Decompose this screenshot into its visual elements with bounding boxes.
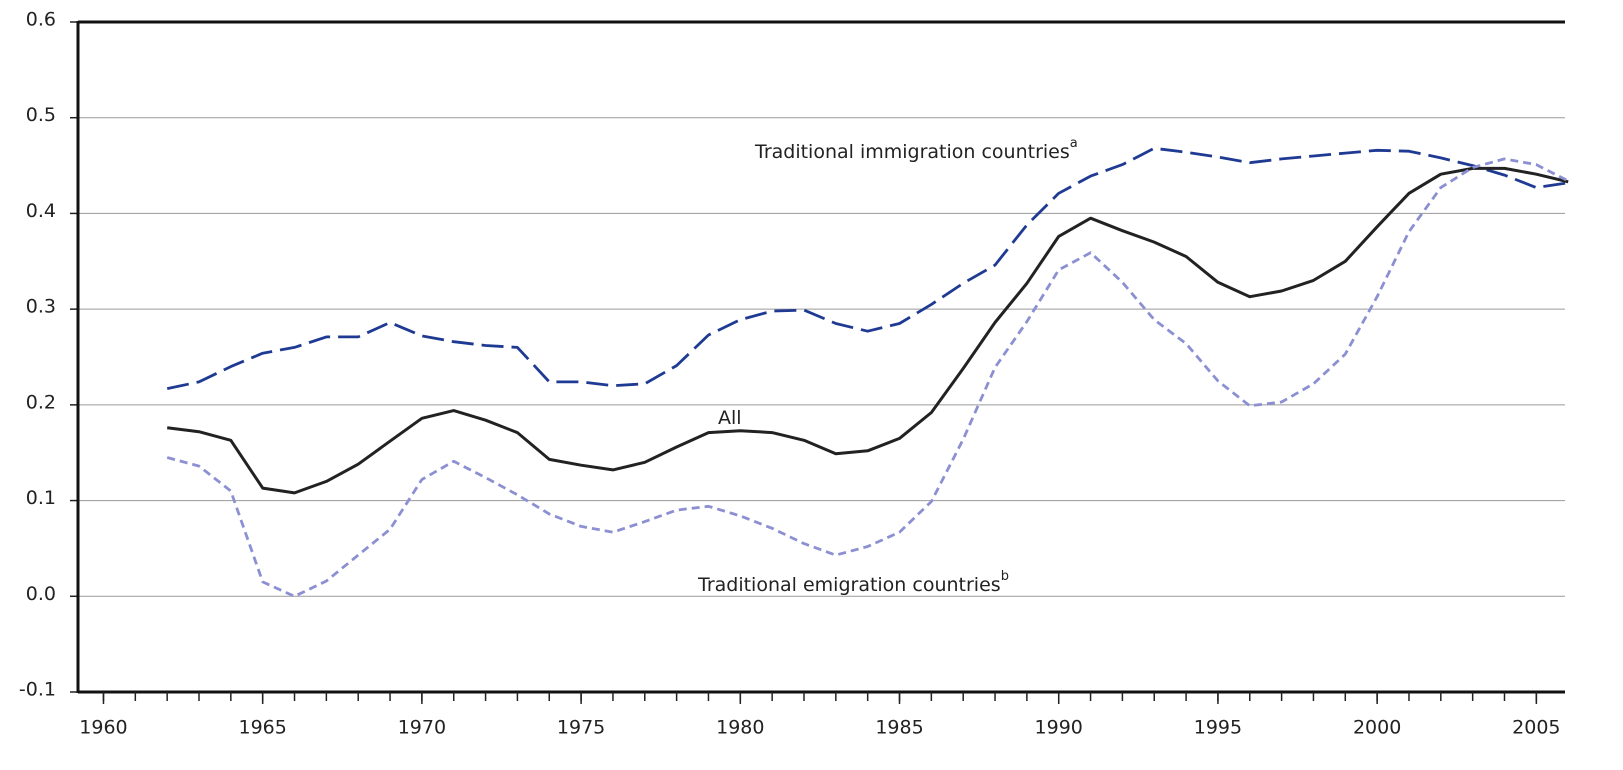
annotation-text: Traditional immigration countries bbox=[754, 141, 1070, 163]
series-line bbox=[167, 166, 1569, 495]
y-tick-label: 0.4 bbox=[26, 200, 56, 222]
annotation-note: a bbox=[1070, 136, 1078, 151]
x-tick-label: 1960 bbox=[79, 717, 127, 739]
y-tick-label: 0.3 bbox=[26, 296, 56, 318]
y-tick-label: 0.5 bbox=[26, 104, 56, 126]
x-tick-label: 1975 bbox=[557, 717, 605, 739]
x-tick-label: 1965 bbox=[239, 717, 287, 739]
x-tick-label: 1970 bbox=[398, 717, 446, 739]
y-tick-label: 0.0 bbox=[26, 583, 56, 605]
x-tick-label: 1995 bbox=[1194, 717, 1242, 739]
x-tick-label: 1980 bbox=[716, 717, 764, 739]
x-tick-label: 1985 bbox=[875, 717, 923, 739]
x-tick-label: 1990 bbox=[1035, 717, 1083, 739]
x-tick-label: 2000 bbox=[1353, 717, 1401, 739]
annotation: All bbox=[718, 407, 742, 429]
annotation: Traditional emigration countriesb bbox=[697, 569, 1009, 596]
x-tick-label: 2005 bbox=[1512, 717, 1560, 739]
annotation-text: Traditional emigration countries bbox=[697, 574, 1001, 596]
series-line bbox=[166, 157, 1569, 598]
y-tick-label: 0.1 bbox=[26, 487, 56, 509]
annotation-text: All bbox=[718, 407, 742, 429]
series-line bbox=[166, 146, 1569, 390]
y-tick-label: -0.1 bbox=[19, 679, 56, 701]
annotation-note: b bbox=[1001, 569, 1009, 584]
y-tick-label: 0.6 bbox=[26, 9, 56, 31]
y-tick-label: 0.2 bbox=[26, 391, 56, 413]
annotation: Traditional immigration countriesa bbox=[754, 136, 1078, 163]
